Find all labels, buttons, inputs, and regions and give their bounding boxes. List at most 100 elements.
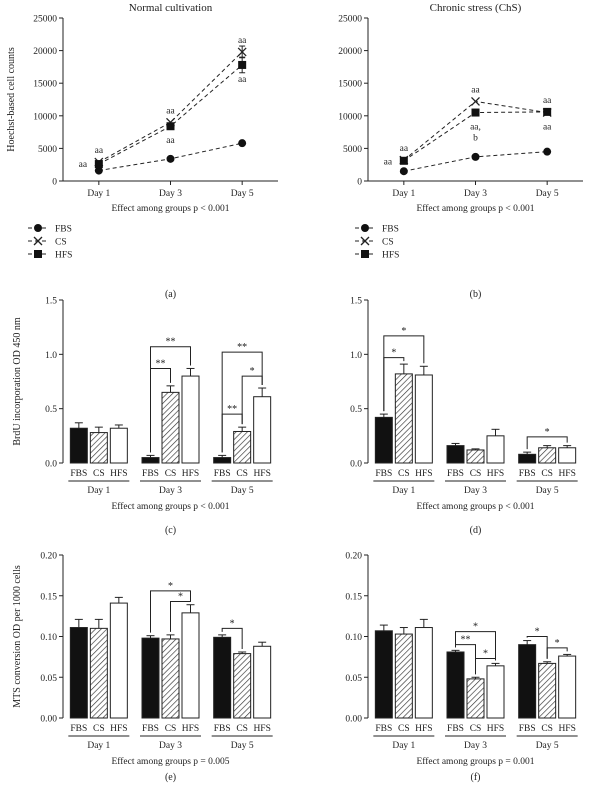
significance-annotation: aa [238, 75, 247, 85]
bar-label: HFS [558, 469, 575, 479]
point-fbs [471, 152, 480, 161]
significance-annotation: aa [79, 160, 88, 170]
y-tick-label: 20000 [33, 47, 57, 57]
bar-label: HFS [182, 469, 199, 479]
y-tick-label: 0.5 [350, 405, 362, 415]
y-tick-label: 0.0 [45, 460, 57, 470]
bar-label: CS [541, 469, 553, 479]
y-tick-label: 20000 [338, 47, 362, 57]
bar-label: FBS [447, 469, 464, 479]
group-label: Day 1 [87, 486, 110, 496]
bar-label: FBS [519, 469, 536, 479]
legend-label: CS [55, 238, 67, 248]
y-tick-label: 25000 [338, 15, 362, 25]
bar-label: CS [165, 724, 177, 734]
y-axis-label: BrdU incorporation OD 450 nm [12, 317, 23, 446]
panel-label: (e) [165, 772, 176, 783]
y-tick-label: 0.10 [345, 633, 362, 643]
chart-title: Normal cultivation [129, 2, 213, 14]
panel-label: (c) [165, 525, 176, 536]
bar-label: CS [93, 469, 105, 479]
x-tick-label: Day 3 [464, 189, 487, 199]
panel-label: (d) [470, 525, 482, 536]
y-tick-label: 10000 [338, 112, 362, 122]
legend-marker-cs [360, 236, 370, 246]
legend-marker-cs [33, 236, 43, 246]
bar-hfs [253, 645, 272, 719]
bar-label: HFS [415, 724, 432, 734]
line-panel-1: 0 5000 10000 15000 20000 25000 Day 1 Day 3 Day 5… [6, 2, 278, 300]
significance-bracket [546, 647, 568, 659]
bar-panel-3: 0.0 0.5 1.0 1.5 BrdU incorporation OD 450 nm… [12, 297, 273, 536]
x-tick-label: Day 5 [231, 189, 254, 199]
significance-marker: * [178, 591, 183, 602]
legend-label: HFS [55, 251, 72, 261]
group-label: Day 1 [392, 486, 415, 496]
bar-fbs [69, 427, 88, 464]
significance-annotation: aa [543, 96, 552, 106]
significance-bracket [221, 413, 243, 453]
significance-bracket [475, 658, 496, 675]
bar-hfs [558, 447, 577, 464]
bar-fbs [446, 445, 465, 464]
bar-label: CS [165, 469, 177, 479]
point-hfs [471, 108, 480, 117]
bar-hfs [253, 396, 272, 464]
significance-bracket [170, 600, 191, 632]
y-tick-label: 0 [52, 178, 57, 188]
point-hfs [399, 156, 408, 165]
y-tick-label: 15000 [338, 80, 362, 90]
point-fbs [94, 166, 103, 175]
significance-bracket [150, 590, 191, 633]
significance-marker: ** [166, 337, 176, 348]
significance-marker: * [545, 427, 550, 438]
legend-marker-hfs [361, 250, 369, 258]
bar-label: CS [398, 469, 410, 479]
bar-label: CS [470, 469, 482, 479]
panel-label: (b) [470, 289, 482, 300]
x-tick-label: Day 1 [392, 189, 415, 199]
legend-marker-cs-stroke-2 [33, 236, 43, 246]
significance-annotation: aa [166, 106, 175, 116]
significance-bracket [455, 631, 496, 661]
line-panel-2: 0 5000 10000 15000 20000 25000 Day 1 Day 3 Day 5… [338, 2, 583, 300]
bar-label: HFS [487, 469, 504, 479]
significance-marker: * [555, 638, 560, 649]
y-tick-label: 0.20 [345, 552, 362, 562]
y-tick-label: 1.0 [350, 351, 362, 361]
legend-label: FBS [382, 225, 399, 235]
bar-fbs [518, 644, 537, 719]
y-tick-label: 0.15 [40, 592, 57, 602]
group-label: Day 3 [159, 741, 182, 751]
bar-cs [538, 662, 557, 719]
significance-marker: * [391, 348, 396, 359]
legend-marker-cs-stroke-2 [360, 236, 370, 246]
bar-label: HFS [253, 469, 270, 479]
y-tick-label: 0.15 [345, 592, 362, 602]
bar-hfs [558, 655, 577, 719]
bar-label: CS [93, 724, 105, 734]
significance-marker: ** [237, 342, 247, 353]
legend-marker-hfs [34, 250, 42, 258]
group-label: Day 1 [392, 741, 415, 751]
point-fbs [543, 147, 552, 156]
significance-annotation: aa [471, 85, 480, 95]
bar-label: HFS [182, 724, 199, 734]
group-label: Day 3 [159, 486, 182, 496]
significance-marker: ** [461, 635, 471, 646]
group-label: Day 3 [464, 741, 487, 751]
bar-fbs [141, 637, 160, 719]
series-line-hfs [98, 64, 243, 165]
significance-annotation: aa [166, 136, 175, 146]
y-tick-label: 0.05 [345, 674, 362, 684]
legend-label: HFS [382, 251, 399, 261]
chart-title: Chronic stress (ChS) [430, 2, 522, 14]
group-label: Day 3 [464, 486, 487, 496]
bar-fbs [69, 627, 88, 719]
bar-cs [466, 678, 485, 719]
bar-fbs [141, 457, 160, 464]
point-hfs [543, 107, 552, 116]
bar-cs [394, 373, 413, 464]
